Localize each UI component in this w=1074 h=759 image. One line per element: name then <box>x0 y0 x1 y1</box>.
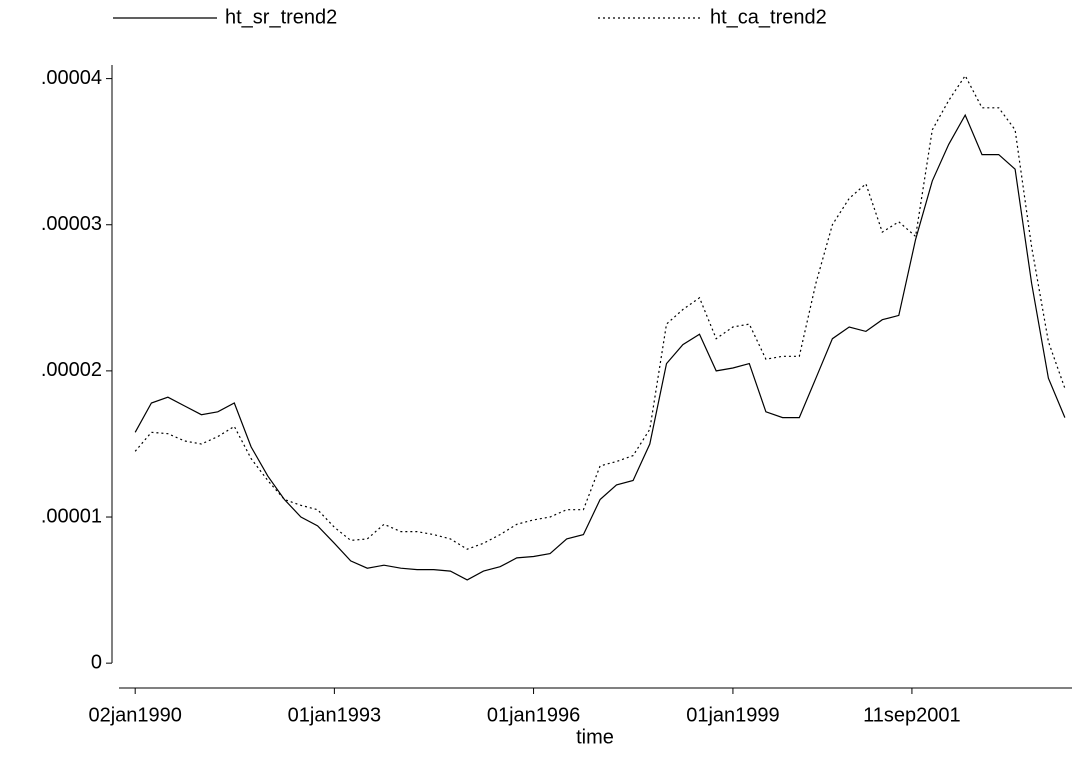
x-tick-label: 01jan1996 <box>487 704 580 726</box>
x-axis-title: time <box>576 726 614 748</box>
legend-label: ht_ca_trend2 <box>710 6 827 28</box>
x-tick-label: 01jan1999 <box>686 704 779 726</box>
y-tick-label: 0 <box>91 651 102 673</box>
y-tick-label: .00002 <box>41 359 102 381</box>
x-tick-label: 02jan1990 <box>88 704 181 726</box>
series-line <box>134 113 1066 581</box>
x-tick-label: 01jan1993 <box>288 704 381 726</box>
y-tick-label: .00001 <box>41 505 102 527</box>
y-tick-label: .00004 <box>41 67 102 89</box>
x-tick-label: 11sep2001 <box>863 704 961 726</box>
legend-label: ht_sr_trend2 <box>225 6 337 28</box>
series-line <box>134 74 1066 550</box>
y-tick-label: .00003 <box>41 213 102 235</box>
